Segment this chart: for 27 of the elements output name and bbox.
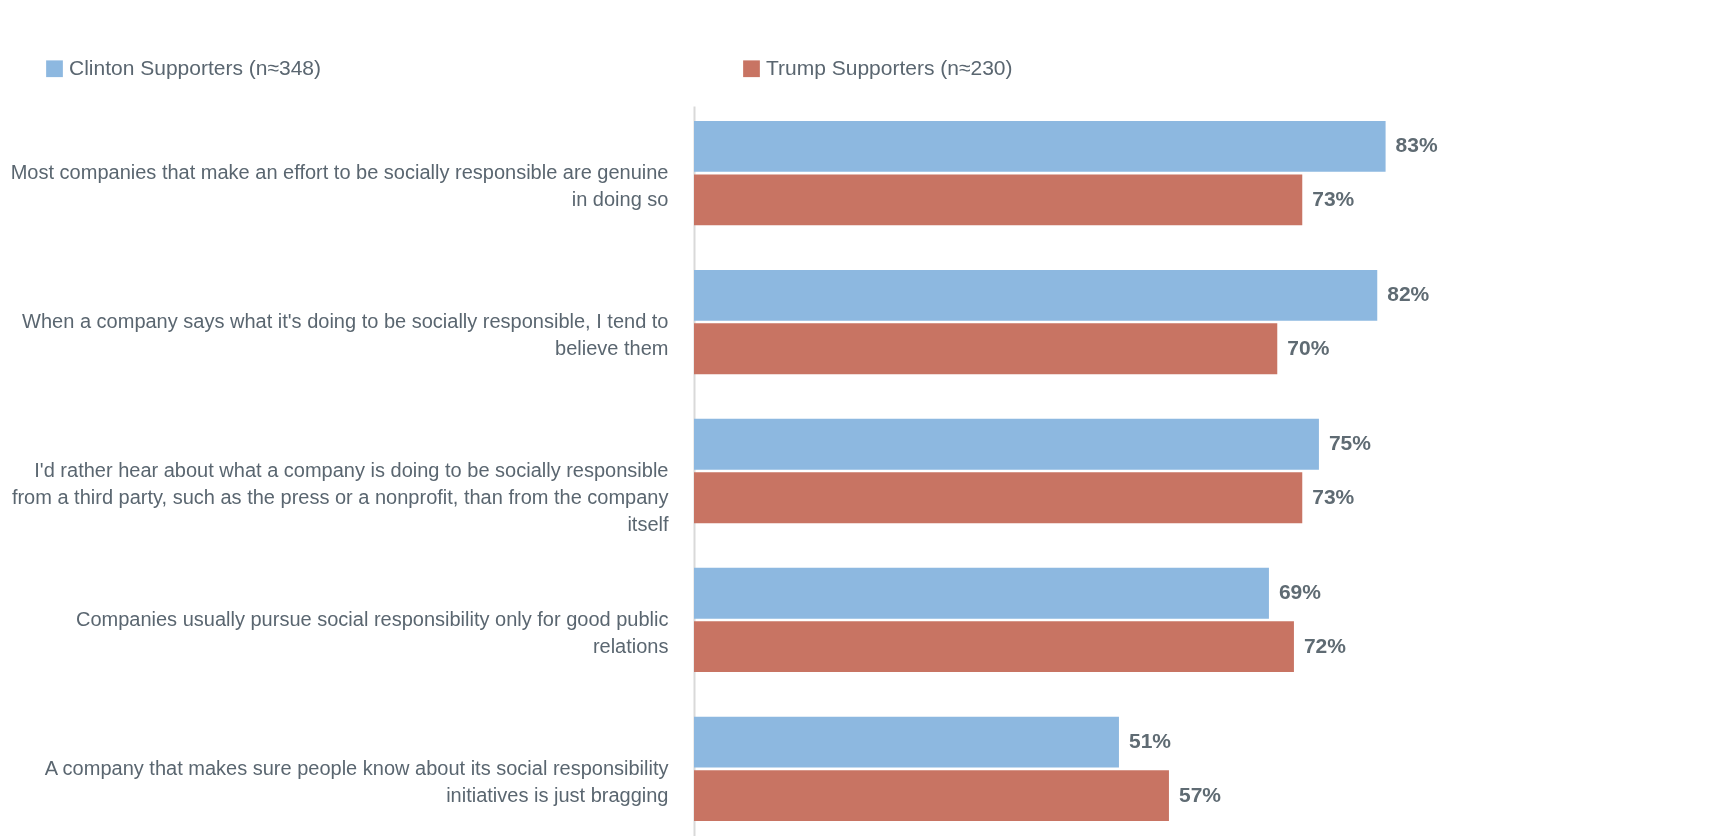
bar xyxy=(694,418,1319,470)
data-label: 82% xyxy=(1387,282,1430,306)
data-label: 51% xyxy=(1128,729,1172,753)
y-tick-label: I'd rather hear about what a company is doing to be socially responsible from a third party, such as the press or a nonprofit, than from the company itself xyxy=(11,459,669,535)
legend-label: Clinton Supporters (n≈348) xyxy=(69,55,321,79)
data-label: 69% xyxy=(1278,580,1322,604)
y-tick-label: A company that makes sure people know about its social responsibility initiatives is just bragging xyxy=(44,756,669,806)
data-label: 83% xyxy=(1395,133,1438,157)
bar xyxy=(694,269,1378,321)
data-label: 72% xyxy=(1303,633,1347,657)
bar xyxy=(694,621,1294,673)
data-label: 73% xyxy=(1312,484,1355,508)
data-label: 57% xyxy=(1178,782,1222,806)
bar xyxy=(694,770,1169,822)
y-tick-label: Companies usually pursue social responsibility only for good public relations xyxy=(75,607,669,657)
y-tick-label: Most companies that make an effort to be socially responsible are genuine in doing so xyxy=(10,161,669,211)
legend-label: Trump Supporters (n≈230) xyxy=(766,55,1013,79)
data-label: 70% xyxy=(1287,335,1330,359)
data-label: 73% xyxy=(1312,186,1355,210)
bar xyxy=(694,567,1269,619)
bar xyxy=(694,120,1386,172)
bar xyxy=(694,174,1303,226)
data-label: 75% xyxy=(1328,431,1372,455)
bar xyxy=(694,472,1303,524)
bar xyxy=(694,716,1119,768)
bar xyxy=(694,323,1278,375)
y-tick-label: When a company says what it's doing to be socially responsible, I tend to believe them xyxy=(22,310,669,360)
